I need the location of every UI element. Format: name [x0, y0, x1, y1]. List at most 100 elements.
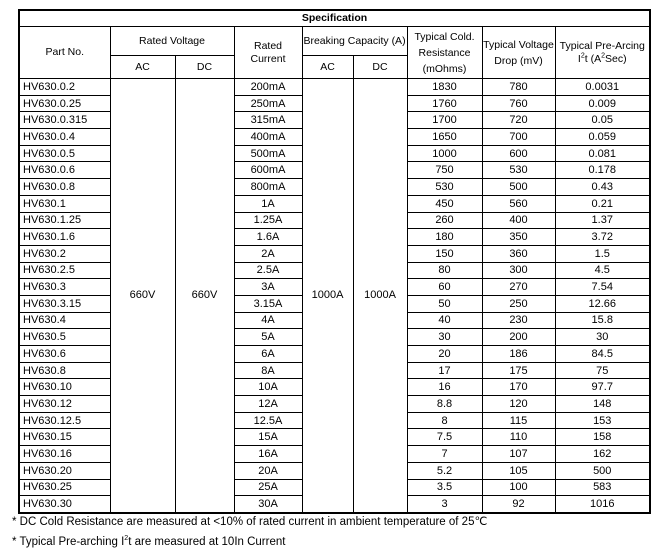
pre-arcing-cell: 0.05 [554, 111, 651, 130]
cold-resistance-cell: 7.5 [406, 428, 483, 447]
cold-resistance-cell: 20 [406, 345, 483, 363]
voltage-drop-cell: 360 [481, 244, 556, 263]
table-row: HV630.1.25 1.25A 260 400 1.37 [18, 211, 651, 230]
part-no-cell: HV630.0.5 [18, 144, 111, 163]
pre-arcing-cell: 0.0031 [554, 78, 651, 96]
pre-arcing-cell: 75 [554, 361, 651, 380]
rated-current-cell: 12.5A [233, 411, 303, 430]
voltage-drop-cell: 230 [481, 311, 556, 330]
rated-voltage-ac-cell: 660V [109, 77, 176, 514]
rated-current-cell: 10A [233, 378, 303, 397]
table-row: HV630.2 2A 150 360 1.5 [18, 244, 651, 263]
table-row: HV630.0.25 250mA 1760 760 0.009 [18, 94, 651, 113]
table-row: HV630.5 5A 30 200 30 [18, 328, 651, 346]
rated-current-cell: 6A [233, 345, 303, 363]
footnote-cold-resistance: * DC Cold Resistance are measured at <10… [12, 516, 488, 528]
part-no-cell: HV630.1.6 [18, 228, 111, 246]
voltage-drop-cell: 600 [481, 144, 556, 163]
part-no-cell: HV630.0.4 [18, 128, 111, 146]
part-no-cell: HV630.12 [18, 395, 111, 413]
rated-current-cell: 200mA [233, 78, 303, 96]
rated-current-cell: 4A [233, 311, 303, 330]
rated-current-cell: 20A [233, 461, 303, 480]
voltage-drop-cell: 107 [481, 445, 556, 463]
cold-resistance-cell: 180 [406, 228, 483, 246]
pre-arcing-cell: 3.72 [554, 228, 651, 246]
part-no-cell: HV630.0.8 [18, 178, 111, 196]
part-no-cell: HV630.2.5 [18, 261, 111, 280]
part-no-cell: HV630.0.25 [18, 94, 111, 113]
voltage-drop-cell: 530 [481, 161, 556, 180]
part-no-cell: HV630.20 [18, 461, 111, 480]
pre-arcing-cell: 1.37 [554, 211, 651, 230]
cold-resistance-cell: 150 [406, 244, 483, 263]
voltage-drop-cell: 186 [481, 345, 556, 363]
voltage-drop-cell: 560 [481, 194, 556, 213]
cold-resistance-cell: 3 [406, 495, 483, 514]
pre-arcing-cell: 97.7 [554, 378, 651, 397]
part-no-cell: HV630.1 [18, 194, 111, 213]
pre-arcing-cell: 1.5 [554, 244, 651, 263]
voltage-drop-cell: 175 [481, 361, 556, 380]
pre-arcing-cell: 158 [554, 428, 651, 447]
pre-arcing-cell: 0.081 [554, 144, 651, 163]
rated-current-cell: 800mA [233, 178, 303, 196]
header-voltage-ac: AC [109, 55, 176, 79]
table-row: HV630.0.4 400mA 1650 700 0.059 [18, 128, 651, 146]
table-row: HV630.12.5 12.5A 8 115 153 [18, 411, 651, 430]
pre-arcing-cell: 84.5 [554, 345, 651, 363]
rated-current-cell: 3.15A [233, 294, 303, 313]
table-body: HV630.0.2 660V 660V 200mA 1000A 1000A 1830 780 0… [18, 77, 651, 514]
header-rated-voltage: Rated Voltage [109, 26, 235, 56]
pre-arcing-cell: 148 [554, 395, 651, 413]
cold-resistance-cell: 8 [406, 411, 483, 430]
table-row: HV630.12 12A 8.8 120 148 [18, 395, 651, 413]
rated-current-cell: 1.25A [233, 211, 303, 230]
pre-arcing-cell: 0.059 [554, 128, 651, 146]
cold-resistance-cell: 450 [406, 194, 483, 213]
table-row: HV630.3 3A 60 270 7.54 [18, 278, 651, 296]
voltage-drop-cell: 100 [481, 478, 556, 497]
voltage-drop-cell: 700 [481, 128, 556, 146]
header-cold-resistance: Typical Cold. Resistance (mOhms) [406, 26, 483, 79]
voltage-drop-cell: 500 [481, 178, 556, 196]
rated-current-cell: 15A [233, 428, 303, 447]
cold-resistance-cell: 5.2 [406, 461, 483, 480]
table-row: HV630.15 15A 7.5 110 158 [18, 428, 651, 447]
voltage-drop-cell: 350 [481, 228, 556, 246]
rated-current-cell: 600mA [233, 161, 303, 180]
voltage-drop-cell: 720 [481, 111, 556, 130]
pre-arcing-cell: 0.43 [554, 178, 651, 196]
rated-voltage-dc-cell: 660V [174, 77, 235, 514]
rated-current-cell: 3A [233, 278, 303, 296]
pre-arcing-cell: 15.8 [554, 311, 651, 330]
cold-resistance-cell: 3.5 [406, 478, 483, 497]
cold-resistance-cell: 750 [406, 161, 483, 180]
part-no-cell: HV630.30 [18, 495, 111, 514]
voltage-drop-cell: 105 [481, 461, 556, 480]
table-row: HV630.30 30A 3 92 1016 [18, 495, 651, 514]
header-voltage-dc: DC [174, 55, 235, 79]
part-no-cell: HV630.3 [18, 278, 111, 296]
rated-current-cell: 5A [233, 328, 303, 346]
voltage-drop-cell: 115 [481, 411, 556, 430]
cold-resistance-cell: 530 [406, 178, 483, 196]
cold-resistance-cell: 7 [406, 445, 483, 463]
table-row: HV630.0.5 500mA 1000 600 0.081 [18, 144, 651, 163]
part-no-cell: HV630.10 [18, 378, 111, 397]
part-no-cell: HV630.5 [18, 328, 111, 346]
breaking-capacity-dc-cell: 1000A [352, 77, 408, 514]
part-no-cell: HV630.0.2 [18, 78, 111, 96]
header-breaking-capacity: Breaking Capacity (A) [301, 26, 408, 56]
cold-resistance-cell: 1650 [406, 128, 483, 146]
header-pre-arcing: Typical Pre-Arcing I2t (A2Sec) [554, 26, 651, 79]
cold-resistance-cell: 16 [406, 378, 483, 397]
part-no-cell: HV630.25 [18, 478, 111, 497]
pre-arcing-cell: 153 [554, 411, 651, 430]
cold-resistance-cell: 50 [406, 294, 483, 313]
pre-arcing-cell: 0.178 [554, 161, 651, 180]
header-voltage-drop: Typical Voltage Drop (mV) [481, 26, 556, 79]
rated-current-cell: 2.5A [233, 261, 303, 280]
pre-arcing-cell: 1016 [554, 495, 651, 514]
part-no-cell: HV630.3.15 [18, 294, 111, 313]
